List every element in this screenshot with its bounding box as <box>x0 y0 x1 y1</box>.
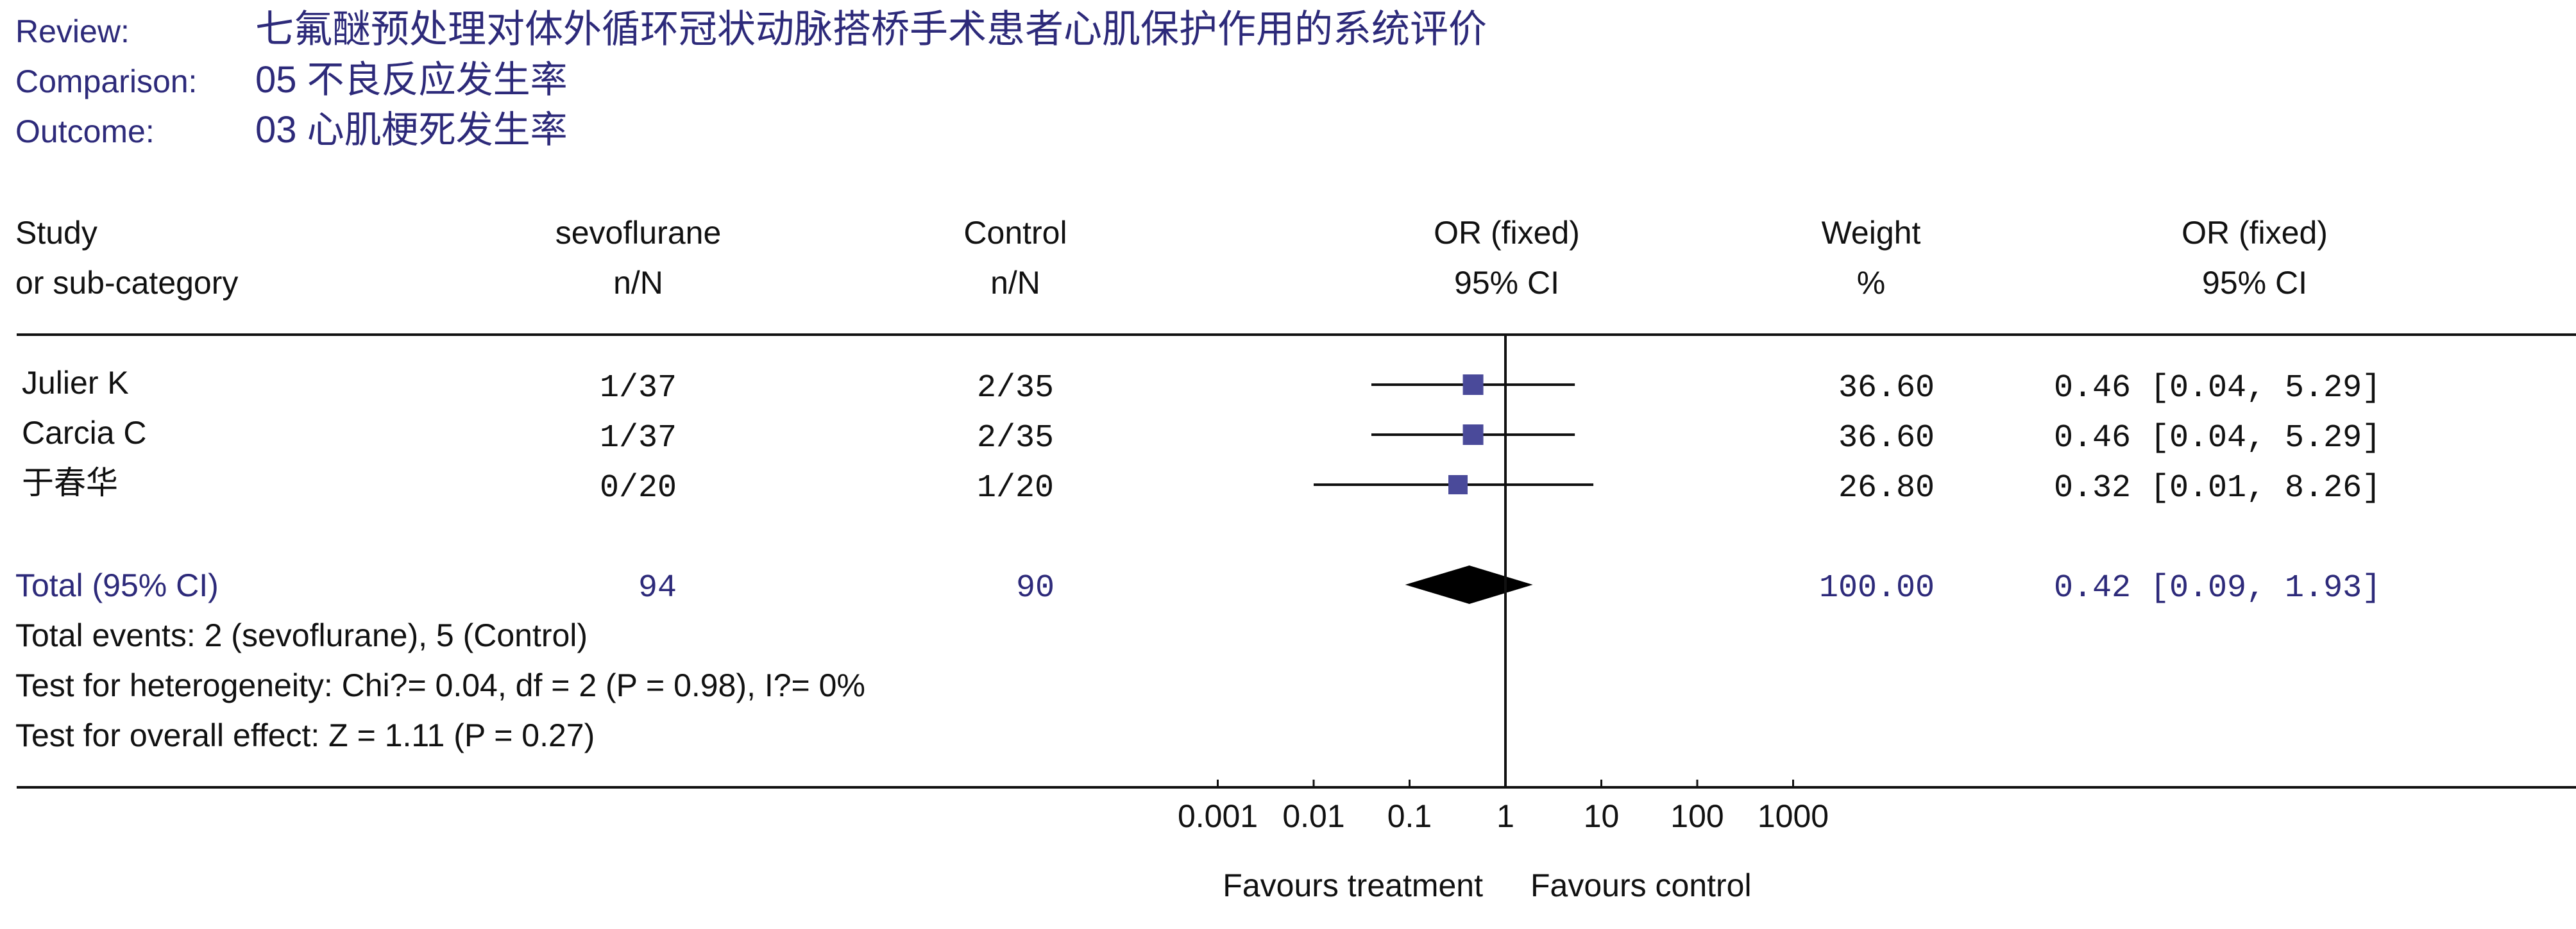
total-sevoflurane: 94 <box>638 570 677 607</box>
x-axis: 0.001 0.01 0.1 1 10 100 1000 <box>1178 780 1829 834</box>
study-ci-label: 0.32 [0.01, 8.26] <box>2054 470 2381 506</box>
header-study-sub: or sub-category <box>15 265 238 301</box>
sevoflurane-events: 1/37 <box>600 370 677 406</box>
sevoflurane-events: 1/37 <box>600 420 677 456</box>
header-sevoflurane-nN: n/N <box>613 265 663 301</box>
study-row: Carcia C 1/37 2/35 36.60 0.46 [0.04, 5.29] <box>22 415 2381 456</box>
study-ci-label: 0.46 [0.04, 5.29] <box>2054 420 2381 456</box>
outcome-value: 03 心肌梗死发生率 <box>255 109 568 151</box>
header-block: Review: 七氟醚预处理对体外循环冠状动脉搭桥手术患者心肌保护作用的系统评价… <box>15 8 1487 151</box>
study-rows: Julier K 1/37 2/35 36.60 0.46 [0.04, 5.29]Ca… <box>22 365 2381 506</box>
study-marker <box>1462 374 1484 395</box>
header-control-nN: n/N <box>990 265 1040 301</box>
header-control: Control <box>963 215 1067 251</box>
overall-effect-test: Test for overall effect: Z = 1.11 (P = 0… <box>15 717 595 753</box>
axis-tick-label: 0.01 <box>1282 798 1344 834</box>
total-ci-label: 0.42 [0.09, 1.93] <box>2054 570 2381 607</box>
header-or: OR (fixed) <box>2182 215 2328 251</box>
header-plot-ci: 95% CI <box>1454 265 1559 301</box>
study-marker <box>1462 424 1484 445</box>
footer-stats: Total events: 2 (sevoflurane), 5 (Contro… <box>15 617 865 753</box>
total-row: Total (95% CI) 94 90 100.00 0.42 [0.09, … <box>15 567 2381 607</box>
favours-control-label: Favours control <box>1530 867 1752 903</box>
control-events: 2/35 <box>977 420 1054 456</box>
total-weight: 100.00 <box>1819 570 1935 607</box>
control-events: 1/20 <box>977 470 1054 506</box>
heterogeneity-test: Test for heterogeneity: Chi?= 0.04, df =… <box>15 667 865 703</box>
outcome-label: Outcome: <box>15 113 155 149</box>
axis-tick-label: 0.1 <box>1387 798 1432 834</box>
favours-treatment-label: Favours treatment <box>1223 867 1483 903</box>
column-headers: Study or sub-category sevoflurane n/N Co… <box>15 215 2328 301</box>
review-label: Review: <box>15 13 130 49</box>
study-name: 于春华 <box>22 465 118 501</box>
study-marker <box>1448 475 1468 494</box>
study-name: Carcia C <box>22 415 146 451</box>
total-label: Total (95% CI) <box>15 567 219 603</box>
axis-tick-label: 1 <box>1496 798 1514 834</box>
study-weight: 36.60 <box>1838 420 1935 456</box>
axis-tick-label: 100 <box>1670 798 1724 834</box>
plot-area <box>1314 335 1594 787</box>
study-name: Julier K <box>22 365 129 401</box>
header-weight-pct: % <box>1857 265 1885 301</box>
axis-tick-label: 1000 <box>1758 798 1829 834</box>
control-events: 2/35 <box>977 370 1054 406</box>
pooled-diamond <box>1405 565 1533 604</box>
header-plot-or: OR (fixed) <box>1434 215 1580 251</box>
axis-tick-label: 0.001 <box>1178 798 1258 834</box>
study-weight: 26.80 <box>1838 470 1935 506</box>
total-control: 90 <box>1016 570 1055 607</box>
total-events: Total events: 2 (sevoflurane), 5 (Contro… <box>15 617 588 653</box>
axis-tick-label: 10 <box>1584 798 1620 834</box>
study-row: 于春华 0/20 1/20 26.80 0.32 [0.01, 8.26] <box>22 465 2381 506</box>
header-sevoflurane: sevoflurane <box>555 215 722 251</box>
study-weight: 36.60 <box>1838 370 1935 406</box>
review-title: 七氟醚预处理对体外循环冠状动脉搭桥手术患者心肌保护作用的系统评价 <box>255 8 1487 51</box>
study-ci-label: 0.46 [0.04, 5.29] <box>2054 370 2381 406</box>
comparison-label: Comparison: <box>15 63 197 99</box>
header-or-ci: 95% CI <box>2202 265 2307 301</box>
header-study: Study <box>15 215 97 251</box>
comparison-value: 05 不良反应发生率 <box>255 59 568 101</box>
header-weight: Weight <box>1822 215 1921 251</box>
sevoflurane-events: 0/20 <box>600 470 677 506</box>
favours-labels: Favours treatment Favours control <box>1223 867 1751 903</box>
study-row: Julier K 1/37 2/35 36.60 0.46 [0.04, 5.29] <box>22 365 2381 406</box>
